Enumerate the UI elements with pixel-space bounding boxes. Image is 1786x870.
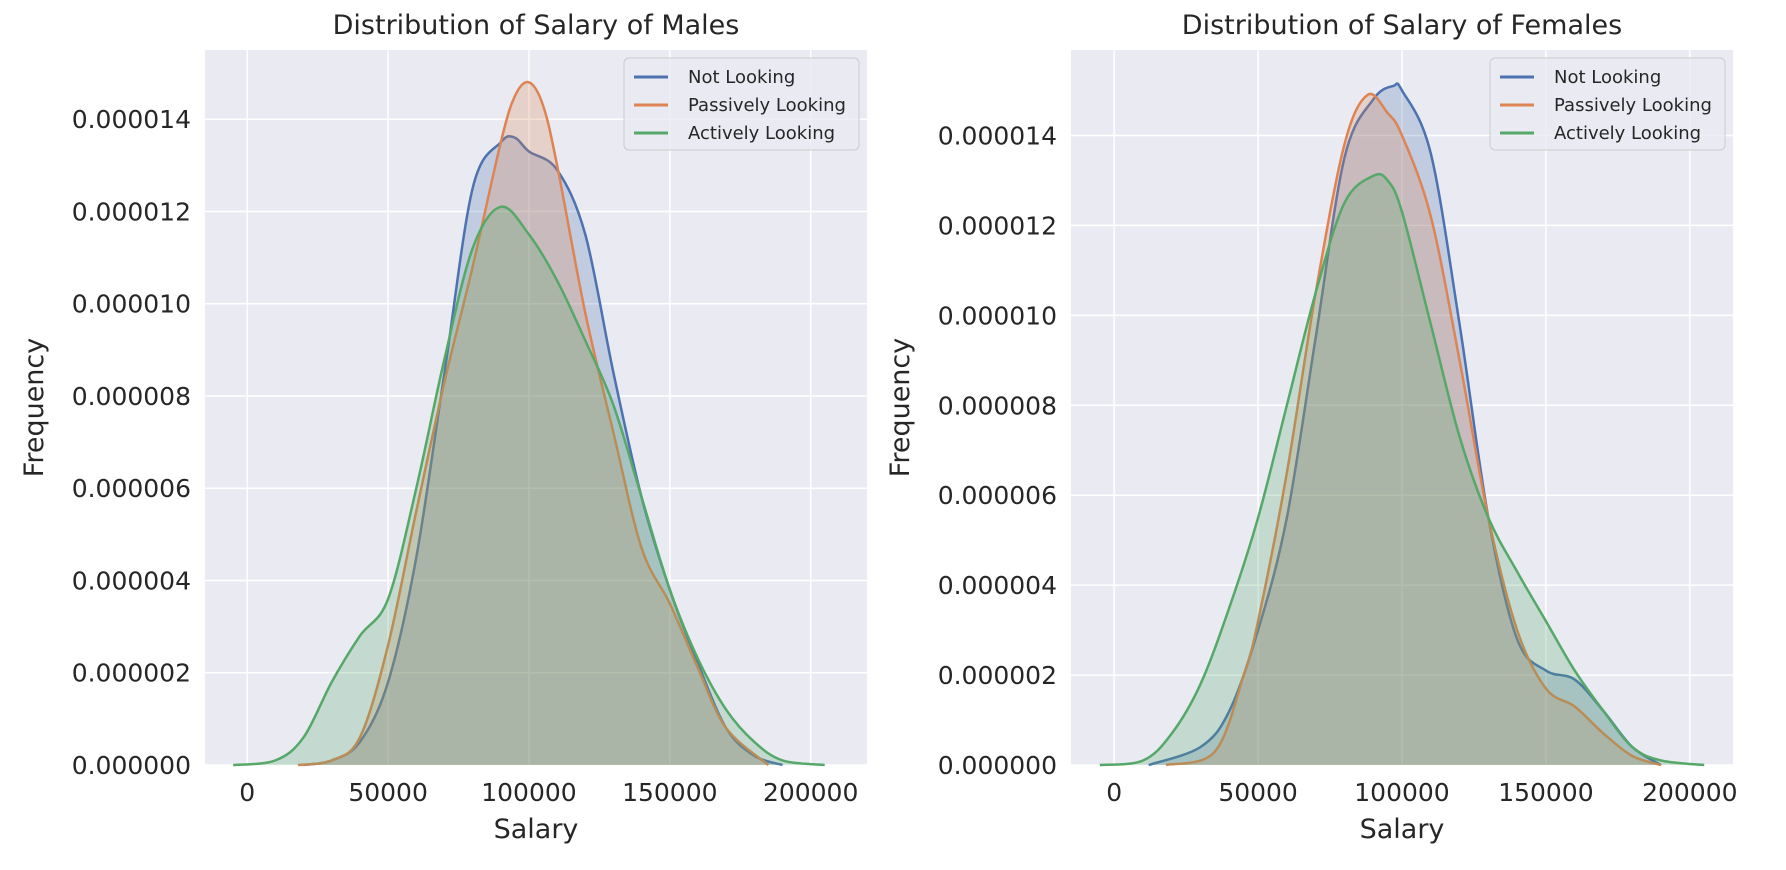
y-tick-label: 0.000006	[938, 481, 1057, 510]
y-tick-label: 0.000008	[938, 391, 1057, 420]
y-tick-label: 0.000014	[72, 105, 191, 134]
density-line-3	[233, 205, 825, 767]
density-area-2	[1165, 93, 1662, 766]
density-area-2	[297, 82, 769, 765]
males-chart: 0 50000 100000 150000 200000 0.000000 0.000002…	[19, 10, 867, 845]
y-tick-label: 0.000000	[938, 751, 1057, 780]
density-area-1	[1148, 83, 1662, 766]
x-tick-label: 50000	[348, 778, 428, 807]
legend-label-3: Actively Looking	[688, 123, 835, 144]
y-tick-label: 0.000002	[72, 659, 191, 688]
x-axis-label: Salary	[1360, 814, 1445, 845]
y-tick-label: 0.000012	[72, 197, 191, 226]
y-tick-label: 0.000008	[72, 382, 191, 411]
x-tick-label: 50000	[1218, 778, 1298, 807]
x-tick-label: 200000	[763, 778, 858, 807]
density-line-3	[1099, 172, 1705, 767]
density-line-2	[297, 80, 770, 767]
x-tick-label: 0	[239, 778, 255, 807]
legend-label-1: Not Looking	[1554, 67, 1661, 88]
density-line-1	[1148, 82, 1662, 767]
y-tick-label: 0.000010	[72, 290, 191, 319]
legend-label-2: Passively Looking	[1554, 95, 1712, 116]
y-axis-label: Frequency	[19, 338, 50, 478]
legend-label-3: Actively Looking	[1554, 123, 1701, 144]
density-area-3	[1099, 174, 1705, 766]
y-axis-label: Frequency	[885, 338, 916, 478]
legend-box	[1489, 57, 1726, 151]
x-tick-label: 150000	[622, 778, 717, 807]
y-tick-label: 0.000004	[72, 566, 191, 595]
density-line-2	[1165, 92, 1662, 767]
chart-title: Distribution of Salary of Males	[333, 10, 740, 41]
y-tick-label: 0.000012	[938, 211, 1057, 240]
y-tick-label: 0.000010	[938, 301, 1057, 330]
x-tick-label: 100000	[481, 778, 576, 807]
y-tick-label: 0.000002	[938, 661, 1057, 690]
females-chart: 0 50000 100000 150000 200000 0.000000 0.000002…	[885, 10, 1738, 845]
legend: Not Looking Passively Looking Actively Loo…	[623, 57, 860, 151]
y-tick-label: 0.000014	[938, 121, 1057, 150]
x-tick-label: 100000	[1354, 778, 1449, 807]
chart-title: Distribution of Salary of Females	[1182, 10, 1622, 41]
density-area-1	[303, 136, 783, 765]
density-area-3	[233, 206, 825, 766]
plot-area	[205, 50, 867, 765]
legend: Not Looking Passively Looking Actively Loo…	[1489, 57, 1726, 151]
legend-label-1: Not Looking	[688, 67, 795, 88]
x-tick-label: 150000	[1498, 778, 1593, 807]
y-tick-label: 0.000006	[72, 474, 191, 503]
x-tick-label: 200000	[1642, 778, 1737, 807]
x-axis-label: Salary	[494, 814, 579, 845]
legend-box	[623, 57, 860, 151]
y-tick-label: 0.000000	[72, 751, 191, 780]
legend-label-2: Passively Looking	[688, 95, 846, 116]
x-tick-label: 0	[1106, 778, 1122, 807]
y-tick-label: 0.000004	[938, 571, 1057, 600]
